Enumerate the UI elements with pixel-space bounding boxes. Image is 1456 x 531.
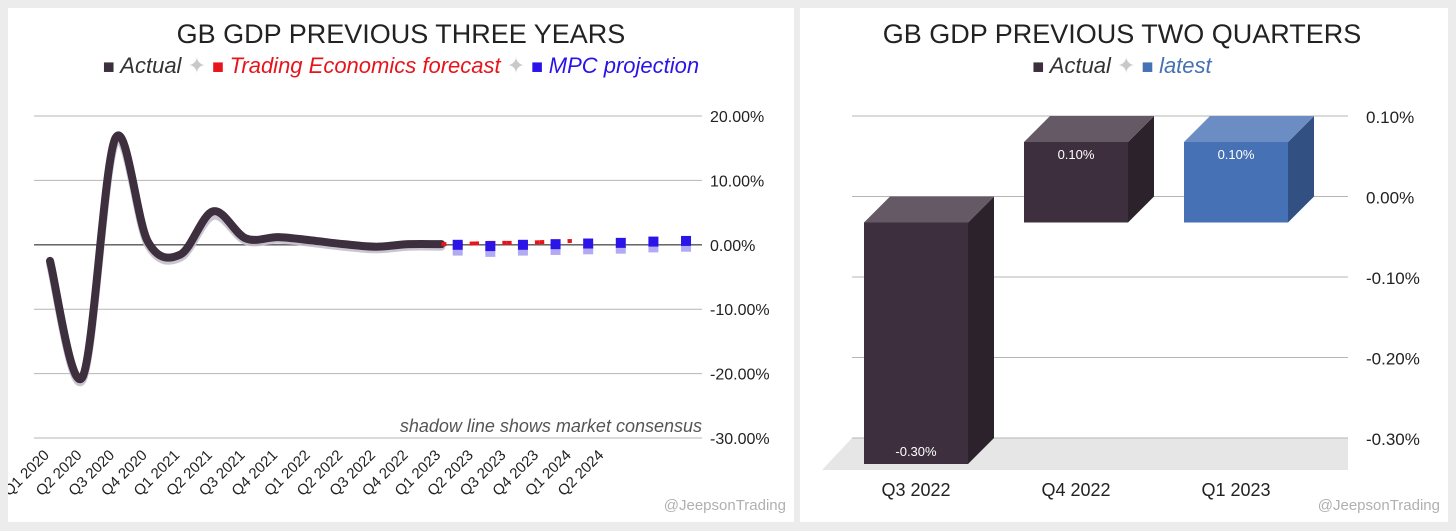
mpc-projection-point (681, 235, 692, 246)
mpc-shadow-point (648, 242, 659, 253)
legend-swatch-icon: ■ (212, 56, 229, 78)
mpc-shadow-point (550, 244, 561, 255)
watermark: @JeepsonTrading (664, 497, 786, 514)
three-year-gdp-chart: GB GDP PREVIOUS THREE YEARS ■ Actual ✦ ■ … (8, 19, 786, 514)
y-tick-label: 0.00% (710, 238, 755, 255)
bar-top (1184, 116, 1314, 142)
mpc-shadow-point (615, 243, 626, 254)
y-tick-label: -30.00% (710, 431, 770, 448)
y-tick-label: 10.00% (710, 173, 764, 190)
bar-front (1184, 142, 1288, 223)
legend-swatch-icon: ■ (103, 56, 120, 78)
mpc-projection-point (648, 236, 659, 247)
chart1-legend-text: ■ Actual ✦ ■ Trading Economics forecast … (103, 53, 699, 78)
actual-gdp-line (46, 131, 446, 384)
legend-entry-label: MPC projection (549, 53, 699, 78)
bar-side (968, 196, 994, 464)
legend-separator-icon: ✦ (181, 53, 212, 78)
legend-entry-label: Actual (118, 53, 182, 78)
bar-0: -0.30% (864, 196, 994, 464)
bar-front (1024, 142, 1128, 223)
mpc-projection-point (583, 238, 594, 249)
legend-entry-label: Trading Economics forecast (230, 53, 502, 78)
legend-swatch-icon: ■ (1032, 56, 1049, 78)
chart1-legend: ■ Actual ✦ ■ Trading Economics forecast … (103, 53, 699, 78)
mpc-projection-point (485, 241, 496, 252)
y-tick-label: -0.20% (1366, 350, 1420, 369)
mpc-shadow-point (485, 246, 496, 257)
y-tick-label: 20.00% (710, 109, 764, 126)
bar-value-label: 0.10% (1058, 147, 1095, 162)
bar-top (1024, 116, 1154, 142)
mpc-projection-point (517, 239, 528, 250)
mpc-projection-point (550, 239, 561, 250)
legend-separator-icon: ✦ (1111, 53, 1142, 78)
x-tick-label: Q3 2022 (881, 480, 950, 500)
legend-separator-icon: ✦ (501, 53, 532, 78)
y-tick-label: -0.30% (1366, 430, 1420, 449)
bar-top (864, 196, 994, 223)
bar-value-label: 0.10% (1218, 147, 1255, 162)
bar-side (1128, 116, 1154, 223)
two-quarter-chart-panel: GB GDP PREVIOUS TWO QUARTERS ■ Actual ✦ ■… (800, 8, 1448, 522)
bar-front (864, 222, 968, 464)
two-quarter-gdp-chart: GB GDP PREVIOUS TWO QUARTERS ■ Actual ✦ ■… (822, 19, 1440, 514)
y-tick-label: -10.00% (710, 302, 770, 319)
mpc-projection-point (615, 237, 626, 248)
watermark: @JeepsonTrading (1318, 497, 1440, 514)
legend-entry-label: latest (1159, 53, 1212, 78)
chart2-legend-text: ■ Actual ✦ ■ latest (1032, 53, 1212, 78)
legend-swatch-icon: ■ (531, 56, 548, 78)
x-tick-label: Q1 2023 (1201, 480, 1270, 500)
bar-side (1288, 116, 1314, 223)
chart-title: GB GDP PREVIOUS THREE YEARS (177, 19, 626, 49)
mpc-shadow-point (452, 245, 463, 256)
bar-1: 0.10% (1024, 116, 1154, 223)
y-tick-label: -20.00% (710, 367, 770, 384)
three-year-chart-panel: GB GDP PREVIOUS THREE YEARS ■ Actual ✦ ■ … (8, 8, 794, 522)
mpc-projection-point (452, 239, 463, 250)
legend-swatch-icon: ■ (1142, 56, 1159, 78)
y-tick-label: 0.10% (1366, 108, 1414, 127)
mpc-shadow-point (583, 244, 594, 255)
chart2-legend: ■ Actual ✦ ■ latest (1032, 53, 1212, 78)
bar-2: 0.10% (1184, 116, 1314, 223)
x-tick-label: Q4 2022 (1041, 480, 1110, 500)
legend-entry-label: Actual (1048, 53, 1112, 78)
bar-value-label: -0.30% (895, 444, 937, 459)
y-tick-label: 0.00% (1366, 189, 1414, 208)
y-tick-label: -0.10% (1366, 269, 1420, 288)
mpc-shadow-point (517, 245, 528, 256)
consensus-annotation: shadow line shows market consensus (400, 416, 702, 436)
mpc-shadow-point (681, 241, 692, 252)
chart-title: GB GDP PREVIOUS TWO QUARTERS (883, 19, 1362, 49)
